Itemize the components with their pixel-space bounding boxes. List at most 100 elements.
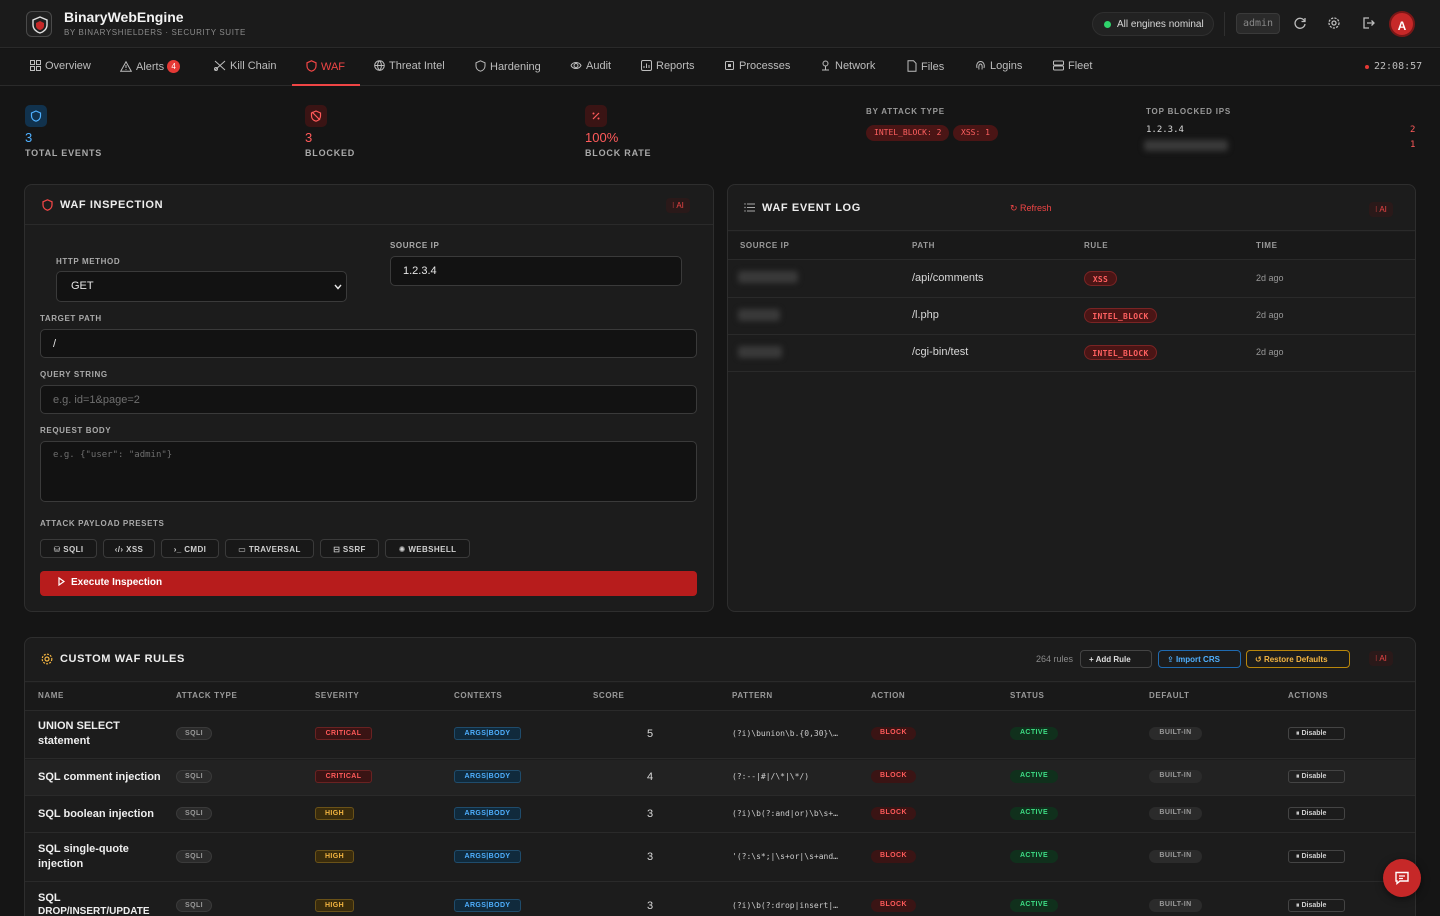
rules-count: 264 rules <box>1036 654 1074 664</box>
redacted-ip <box>738 309 780 321</box>
row-divider <box>25 881 1415 882</box>
presets-label: ATTACK PAYLOAD PRESETS <box>40 519 165 528</box>
col-pattern: PATTERN <box>732 691 773 700</box>
refresh-icon[interactable] <box>1293 16 1309 32</box>
gear-icon[interactable] <box>1327 16 1343 32</box>
top-ip-count: 1 <box>1410 140 1416 150</box>
tab-overview[interactable]: Overview <box>30 49 91 86</box>
preset-webshell-button[interactable]: ✺ WEBSHELL <box>385 539 470 558</box>
rule-tag: XSS <box>1084 271 1117 286</box>
fingerprint-icon <box>976 60 985 70</box>
shield-icon <box>306 60 317 72</box>
pause-icon: ⏸ <box>1296 810 1302 817</box>
restore-defaults-button[interactable]: ↺ Restore Defaults <box>1246 650 1350 668</box>
source-ip-label: SOURCE IP <box>390 241 440 250</box>
attack-type-chip: INTEL_BLOCK: 2 <box>866 125 950 141</box>
avatar[interactable]: A <box>1389 11 1415 37</box>
audit-icon <box>570 62 582 69</box>
rule-pattern: (?i)\bunion\b.{0,30}\… <box>732 729 838 738</box>
http-method-label: HTTP METHOD <box>56 257 121 266</box>
tab-hardening[interactable]: Hardening <box>475 49 541 86</box>
killchain-icon <box>214 60 226 71</box>
disable-label: Disable <box>1301 902 1327 909</box>
source-ip-field[interactable]: 1.2.3.4 <box>390 256 682 286</box>
query-string-field[interactable]: e.g. id=1&page=2 <box>40 385 697 414</box>
blocked-icon <box>305 105 327 127</box>
disable-rule-button[interactable]: ⏸ Disable <box>1288 807 1345 820</box>
severity-tag: CRITICAL <box>315 770 372 783</box>
tab-waf[interactable]: WAF <box>292 49 360 86</box>
action-tag: BLOCK <box>871 727 916 740</box>
severity-tag: HIGH <box>315 807 354 820</box>
tab-processes[interactable]: Processes <box>724 49 790 86</box>
ai-assist-button[interactable]: ⁝ AI <box>1369 651 1393 666</box>
tab-label: Kill Chain <box>230 60 277 72</box>
col-contexts: CONTEXTS <box>454 691 503 700</box>
severity-tag: HIGH <box>315 850 354 863</box>
import-crs-button[interactable]: ⇪ Import CRS <box>1158 650 1241 668</box>
default-tag: BUILT-IN <box>1149 850 1202 863</box>
attack-type-tag: SQLI <box>176 770 212 783</box>
preset-ssrf-button[interactable]: ⊟ SSRF <box>320 539 379 558</box>
http-method-select[interactable]: GET <box>56 271 347 302</box>
panel-header <box>728 185 1415 231</box>
target-path-label: TARGET PATH <box>40 314 102 323</box>
tab-fleet[interactable]: Fleet <box>1053 49 1092 86</box>
event-path: /l.php <box>912 309 939 321</box>
chat-button[interactable] <box>1383 859 1421 897</box>
tab-logins[interactable]: Logins <box>975 49 1022 86</box>
grid-icon <box>30 60 41 71</box>
preset-label: WEBSHELL <box>408 545 457 554</box>
tab-reports[interactable]: Reports <box>641 49 695 86</box>
tab-files[interactable]: Files <box>907 49 944 86</box>
disable-rule-button[interactable]: ⏸ Disable <box>1288 727 1345 740</box>
logout-icon[interactable] <box>1361 16 1377 32</box>
col-name: NAME <box>38 691 64 700</box>
table-header <box>25 683 1415 711</box>
app-subtitle: BY BINARYSHIELDERS · SECURITY SUITE <box>64 28 246 37</box>
default-tag: BUILT-IN <box>1149 770 1202 783</box>
total-events-icon <box>25 105 47 127</box>
default-tag: BUILT-IN <box>1149 727 1202 740</box>
ai-assist-button[interactable]: ⁝ AI <box>666 198 690 213</box>
event-time: 2d ago <box>1256 273 1284 283</box>
request-body-textarea[interactable]: e.g. {"user": "admin"} <box>40 441 697 502</box>
preset-cmdi-button[interactable]: ›_ CMDI <box>161 539 219 558</box>
rule-score: 3 <box>647 808 654 820</box>
col-rule: RULE <box>1084 241 1109 250</box>
server-icon: ⊟ <box>333 545 343 554</box>
refresh-button[interactable]: ↻ Refresh <box>1010 203 1052 214</box>
preset-traversal-button[interactable]: ▭ TRAVERSAL <box>225 539 314 558</box>
plus-icon: + <box>1089 655 1096 664</box>
status-dot-icon <box>1104 21 1111 28</box>
code-icon: ‹/› <box>114 545 127 554</box>
panel-header <box>25 185 713 225</box>
tab-kill-chain[interactable]: Kill Chain <box>214 49 276 86</box>
preset-sqli-button[interactable]: ⛁ SQLI <box>40 539 97 558</box>
tab-network[interactable]: Network <box>820 49 875 86</box>
ai-label: AI <box>676 201 684 210</box>
add-rule-button[interactable]: + Add Rule <box>1080 650 1152 668</box>
file-icon <box>907 60 917 72</box>
tab-audit[interactable]: Audit <box>570 49 611 86</box>
ai-assist-button[interactable]: ⁝ AI <box>1369 202 1393 217</box>
disable-rule-button[interactable]: ⏸ Disable <box>1288 850 1345 863</box>
status-tag: ACTIVE <box>1010 727 1058 740</box>
query-string-label: QUERY STRING <box>40 370 108 379</box>
preset-xss-button[interactable]: ‹/› XSS <box>103 539 155 558</box>
tab-label: Audit <box>586 60 612 72</box>
tab-threat-intel[interactable]: Threat Intel <box>374 49 445 86</box>
tab-label: Alerts <box>136 61 165 73</box>
execute-inspection-button[interactable]: Execute Inspection <box>40 571 697 596</box>
block-rate-value: 100% <box>585 130 619 145</box>
tab-alerts[interactable]: Alerts 4 <box>120 49 181 86</box>
network-icon <box>822 60 829 71</box>
target-path-field[interactable]: / <box>40 329 697 358</box>
row-divider <box>25 795 1415 796</box>
disable-rule-button[interactable]: ⏸ Disable <box>1288 899 1345 912</box>
top-ip-count: 2 <box>1410 125 1416 135</box>
clock: 22:08:57 <box>1374 61 1423 72</box>
pause-icon: ⏸ <box>1296 773 1302 780</box>
col-status: STATUS <box>1010 691 1045 700</box>
disable-rule-button[interactable]: ⏸ Disable <box>1288 770 1345 783</box>
